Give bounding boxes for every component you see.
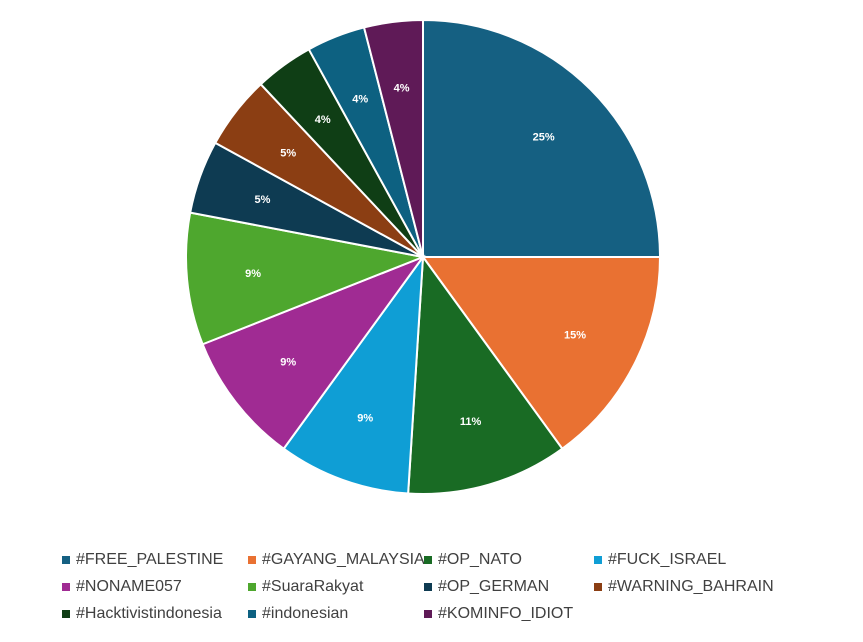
pie-slice-1 — [421, 256, 662, 451]
legend-item-9: #indonesian — [248, 604, 424, 624]
legend-label-5: #SuaraRakyat — [262, 578, 364, 595]
legend-label-7: #WARNING_BAHRAIN — [608, 578, 774, 595]
legend-label-3: #FUCK_ISRAEL — [608, 551, 727, 568]
legend-swatch-5 — [248, 583, 256, 591]
slice-data-label-7: 5% — [280, 147, 296, 159]
legend-label-1: #GAYANG_MALAYSIA — [262, 551, 425, 568]
legend-item-7: #WARNING_BAHRAIN — [594, 577, 814, 597]
legend-label-10: #KOMINFO_IDIOT — [438, 605, 574, 622]
legend-label-4: #NONAME057 — [76, 578, 182, 595]
slice-data-label-4: 9% — [280, 357, 296, 369]
pie-slice-5 — [185, 211, 427, 346]
legend-swatch-8 — [62, 610, 70, 618]
legend-swatch-6 — [424, 583, 432, 591]
legend-item-3: #FUCK_ISRAEL — [594, 550, 814, 570]
legend-label-8: #Hacktivistindonesia — [76, 605, 222, 622]
pie-slice-2 — [407, 254, 564, 495]
pie-slice-10 — [362, 18, 424, 258]
slice-data-label-10: 4% — [394, 83, 410, 95]
slice-data-label-0: 25% — [533, 131, 555, 143]
legend-item-2: #OP_NATO — [424, 550, 594, 570]
slice-data-label-3: 9% — [357, 413, 373, 425]
labels-layer: 25% 15% 11% 9% 9% 9% 5% 5% 4% 4% 4% — [245, 83, 586, 428]
slice-data-label-9: 4% — [352, 93, 368, 105]
legend-swatch-1 — [248, 556, 256, 564]
pie-plot-area: 25% 15% 11% 9% 9% 9% 5% 5% 4% 4% 4% — [185, 18, 662, 495]
legend-item-6: #OP_GERMAN — [424, 577, 594, 597]
legend-item-0: #FREE_PALESTINE — [62, 550, 248, 570]
slice-data-label-1: 15% — [564, 329, 586, 341]
legend-label-6: #OP_GERMAN — [438, 578, 550, 595]
slice-data-label-6: 5% — [254, 194, 270, 206]
legend-swatch-0 — [62, 556, 70, 564]
legend-item-1: #GAYANG_MALAYSIA — [248, 550, 425, 570]
slice-data-label-5: 9% — [245, 268, 261, 280]
legend-label-9: #indonesian — [262, 605, 349, 622]
legend-label-0: #FREE_PALESTINE — [76, 551, 224, 568]
slice-data-label-8: 4% — [315, 114, 331, 126]
slices-layer — [185, 18, 662, 495]
pie-slice-0 — [422, 18, 662, 258]
legend: #FREE_PALESTINE #GAYANG_MALAYSIA #OP_NATO #… — [62, 550, 852, 624]
slice-data-label-2: 11% — [460, 416, 482, 428]
legend-swatch-2 — [424, 556, 432, 564]
legend-swatch-4 — [62, 583, 70, 591]
legend-label-2: #OP_NATO — [438, 551, 522, 568]
legend-item-10: #KOMINFO_IDIOT — [424, 604, 594, 624]
legend-swatch-3 — [594, 556, 602, 564]
legend-item-8: #Hacktivistindonesia — [62, 604, 248, 624]
legend-swatch-7 — [594, 583, 602, 591]
legend-item-4: #NONAME057 — [62, 577, 248, 597]
legend-swatch-10 — [424, 610, 432, 618]
legend-swatch-9 — [248, 610, 256, 618]
legend-item-5: #SuaraRakyat — [248, 577, 424, 597]
pie-slice-3 — [282, 253, 425, 495]
pie-slice-4 — [201, 254, 426, 451]
